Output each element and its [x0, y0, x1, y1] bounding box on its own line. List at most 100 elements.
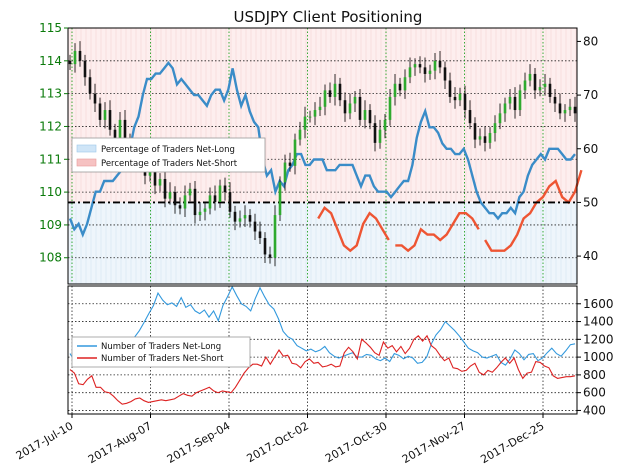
price-candle-body: [553, 96, 557, 104]
top-legend: Percentage of Traders Net-Long Percentag…: [71, 137, 266, 173]
left-tick-label: 112: [39, 119, 62, 133]
price-candle-body: [203, 208, 207, 212]
price-candle-body: [558, 103, 562, 114]
price-candle-body: [168, 192, 172, 199]
price-candle-body: [358, 96, 362, 120]
traders-net-short-line: [69, 334, 576, 405]
price-candle-body: [543, 83, 547, 88]
price-candle-body: [443, 67, 447, 81]
traders-net-long-line: [69, 285, 576, 366]
price-candle-body: [73, 50, 77, 65]
price-candle-body: [283, 162, 287, 183]
x-tick-label: 2017-Nov-27: [400, 419, 468, 466]
price-candle-body: [538, 87, 542, 91]
price-candle-body: [298, 129, 302, 140]
price-candle-body: [548, 83, 552, 97]
net-long-percent-line: [68, 60, 576, 238]
price-candle-body: [438, 60, 442, 68]
top-panel-frame: [67, 27, 578, 285]
price-candle-body: [188, 188, 192, 196]
price-candle-body: [348, 103, 352, 114]
price-candle-body: [528, 73, 532, 81]
net-short-background: [68, 28, 577, 203]
price-candle-body: [193, 188, 197, 216]
price-candle-body: [253, 221, 257, 232]
price-candle-body: [223, 185, 227, 193]
price-candle-body: [288, 162, 292, 166]
price-candle-body: [268, 254, 272, 258]
price-candle-body: [363, 110, 367, 120]
price-candle-body: [458, 93, 462, 101]
price-candle-body: [293, 139, 297, 166]
bottom-panel: 400 600 800 1000 1200 1400 1600: [67, 285, 614, 417]
price-candle-body: [218, 185, 222, 202]
price-candle-body: [508, 96, 512, 104]
bottom-right-tick-label: 800: [583, 368, 606, 382]
price-candle-body: [568, 106, 572, 111]
price-candle-body: [343, 100, 347, 114]
right-tick-label: 40: [583, 249, 598, 263]
price-candle-body: [338, 83, 342, 101]
right-tick-label: 60: [583, 142, 598, 156]
price-candle-body: [108, 110, 112, 130]
price-candle-body: [533, 73, 537, 91]
bottom-legend-box: [71, 336, 251, 368]
legend-net-long-swatch: [76, 144, 97, 153]
bottom-right-tick-label: 1600: [583, 297, 614, 311]
price-candle-body: [373, 123, 377, 143]
x-tick-label: 2017-Oct-02: [245, 419, 311, 465]
price-candle-body: [93, 93, 97, 104]
price-candle-body: [243, 215, 247, 219]
price-candle-body: [103, 110, 107, 120]
left-tick-label: 108: [39, 251, 62, 265]
price-candle-body: [368, 110, 372, 124]
price-candle-body: [473, 123, 477, 140]
x-axis: 2017-Jul-10 2017-Aug-07 2017-Sep-04 2017-Oc…: [14, 414, 547, 466]
price-candle-body: [398, 83, 402, 91]
price-candle-body: [323, 90, 327, 107]
top-panel: 108 109 110 111 112 113 114 115 40 50 60 70 80: [39, 21, 598, 285]
top-legend-box: [71, 137, 266, 173]
price-candle-body: [503, 103, 507, 114]
price-candle-body: [153, 169, 157, 186]
x-tick-label: 2017-Sep-04: [165, 419, 233, 466]
price-candle-body: [523, 80, 527, 91]
x-tick-label: 2017-Oct-30: [323, 419, 389, 465]
price-candle-body: [488, 133, 492, 143]
price-candle-body: [328, 90, 332, 97]
price-candle-body: [318, 106, 322, 111]
left-tick-label: 109: [39, 218, 62, 232]
price-candle-body: [478, 136, 482, 140]
left-tick-label: 113: [39, 87, 62, 101]
chart-title: USDJPY Client Positioning: [234, 8, 423, 26]
price-candle-body: [183, 195, 187, 209]
price-candle-body: [248, 215, 252, 222]
price-candle-body: [428, 70, 432, 74]
price-candle-body: [278, 182, 282, 216]
legend-traders-long-label: Number of Traders Net-Long: [101, 342, 221, 352]
price-candle-body: [463, 93, 467, 111]
price-candle-body: [448, 80, 452, 97]
price-candle-body: [178, 205, 182, 209]
price-candle-body: [173, 192, 177, 206]
price-candle-body: [88, 77, 92, 94]
price-candle-body: [68, 60, 72, 65]
price-candle-body: [113, 129, 117, 140]
legend-net-short-label: Percentage of Traders Net-Short: [101, 159, 238, 169]
price-candle-body: [453, 96, 457, 101]
price-candle-body: [198, 211, 202, 216]
price-candle-body: [423, 67, 427, 74]
price-candle-body: [313, 110, 317, 117]
x-tick-label: 2017-Jul-10: [14, 419, 76, 462]
price-candle-body: [418, 64, 422, 68]
price-candle-body: [573, 106, 577, 114]
price-candle-body: [273, 215, 277, 258]
right-tick-label: 70: [583, 88, 598, 102]
price-candle-body: [233, 211, 237, 222]
legend-net-short-swatch: [76, 158, 97, 167]
price-candle-body: [123, 119, 127, 140]
left-tick-label: 111: [39, 152, 62, 166]
net-short-percent-line: [484, 169, 583, 252]
bottom-panel-frame: [67, 285, 578, 415]
